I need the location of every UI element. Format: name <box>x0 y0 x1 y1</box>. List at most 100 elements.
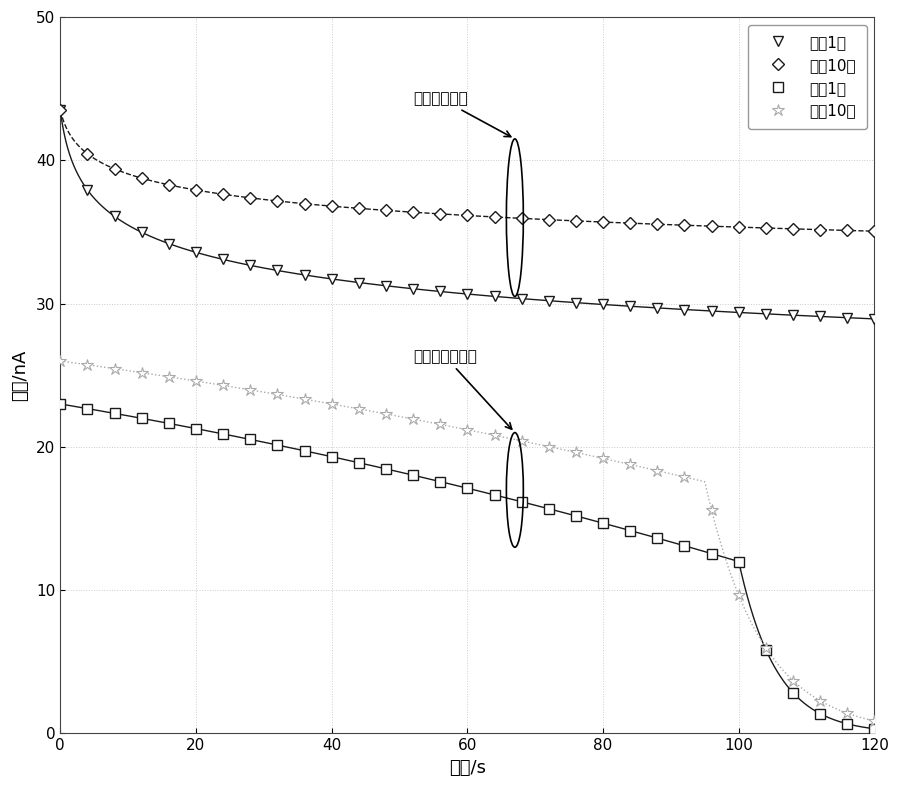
运行1年 <box>734 557 744 567</box>
运行10年 <box>381 206 392 215</box>
运行10年 <box>652 220 662 229</box>
运行10年 <box>706 221 717 231</box>
运行10年 <box>136 368 147 377</box>
运行1年 <box>299 446 310 455</box>
运行10年 <box>82 149 93 158</box>
运行1年 <box>462 484 472 493</box>
运行10年 <box>299 199 310 209</box>
运行1年 <box>489 490 500 500</box>
运行1年 <box>734 308 744 318</box>
运行10年 <box>435 209 446 218</box>
运行1年 <box>272 266 283 275</box>
运行1年 <box>191 424 202 433</box>
Y-axis label: 电流/nA: 电流/nA <box>11 350 29 401</box>
运行10年 <box>788 676 798 686</box>
运行10年 <box>327 202 338 211</box>
运行1年 <box>760 309 771 318</box>
Text: 极化电流曲线: 极化电流曲线 <box>413 91 511 136</box>
运行10年 <box>218 190 229 199</box>
运行10年 <box>788 224 798 233</box>
运行1年 <box>164 239 175 248</box>
Line: 运行10年: 运行10年 <box>56 106 878 236</box>
运行1年 <box>517 497 527 507</box>
运行1年 <box>408 284 418 293</box>
运行1年 <box>706 549 717 559</box>
运行10年 <box>760 223 771 232</box>
运行1年 <box>571 511 581 521</box>
运行10年 <box>680 221 690 230</box>
运行1年 <box>680 305 690 314</box>
运行10年 <box>245 193 256 203</box>
运行1年 <box>218 255 229 264</box>
运行10年 <box>109 164 120 173</box>
运行1年 <box>299 270 310 280</box>
运行10年 <box>435 420 446 429</box>
运行10年 <box>842 225 852 235</box>
运行10年 <box>625 218 635 228</box>
运行1年 <box>706 307 717 316</box>
运行1年 <box>544 296 554 306</box>
运行10年 <box>354 203 364 213</box>
运行10年 <box>408 207 418 217</box>
运行1年 <box>489 292 500 301</box>
运行1年 <box>381 281 392 291</box>
运行10年 <box>136 173 147 183</box>
Line: 运行1年: 运行1年 <box>56 106 879 324</box>
运行1年 <box>55 106 66 115</box>
运行10年 <box>706 505 717 515</box>
运行10年 <box>489 430 500 440</box>
运行10年 <box>869 226 880 236</box>
运行1年 <box>652 303 662 313</box>
运行10年 <box>299 395 310 404</box>
运行1年 <box>55 400 66 409</box>
运行10年 <box>734 590 744 600</box>
运行1年 <box>381 464 392 474</box>
X-axis label: 时间/s: 时间/s <box>449 759 486 777</box>
运行1年 <box>327 452 338 462</box>
运行10年 <box>408 414 418 424</box>
运行1年 <box>517 294 527 303</box>
Legend: 运行1年, 运行10年, 运行1年, 运行10年: 运行1年, 运行10年, 运行1年, 运行10年 <box>749 24 867 129</box>
运行1年 <box>435 287 446 296</box>
运行1年 <box>598 519 608 528</box>
运行1年 <box>245 261 256 270</box>
运行1年 <box>435 477 446 486</box>
运行10年 <box>680 472 690 481</box>
运行1年 <box>814 312 825 322</box>
运行1年 <box>869 724 880 734</box>
运行1年 <box>218 429 229 439</box>
运行1年 <box>869 314 880 324</box>
运行10年 <box>327 400 338 409</box>
运行10年 <box>109 364 120 374</box>
运行10年 <box>517 214 527 223</box>
运行10年 <box>760 643 771 652</box>
运行10年 <box>462 425 472 434</box>
运行10年 <box>517 436 527 445</box>
运行10年 <box>544 215 554 225</box>
运行1年 <box>136 414 147 423</box>
运行1年 <box>462 289 472 299</box>
运行10年 <box>571 448 581 457</box>
运行1年 <box>408 470 418 480</box>
运行1年 <box>327 274 338 284</box>
运行10年 <box>82 360 93 370</box>
运行10年 <box>354 404 364 414</box>
运行1年 <box>598 299 608 309</box>
运行10年 <box>245 385 256 395</box>
运行1年 <box>191 247 202 257</box>
运行1年 <box>109 409 120 418</box>
运行10年 <box>191 377 202 386</box>
运行10年 <box>598 217 608 227</box>
运行1年 <box>245 435 256 444</box>
Text: 去极化电流曲线: 去极化电流曲线 <box>413 349 512 429</box>
Line: 运行1年: 运行1年 <box>56 399 879 734</box>
运行10年 <box>625 459 635 469</box>
运行1年 <box>760 645 771 655</box>
运行10年 <box>164 180 175 190</box>
运行1年 <box>82 404 93 414</box>
运行1年 <box>136 228 147 237</box>
运行10年 <box>544 442 554 452</box>
运行10年 <box>55 106 66 115</box>
运行10年 <box>489 212 500 221</box>
运行1年 <box>788 310 798 320</box>
